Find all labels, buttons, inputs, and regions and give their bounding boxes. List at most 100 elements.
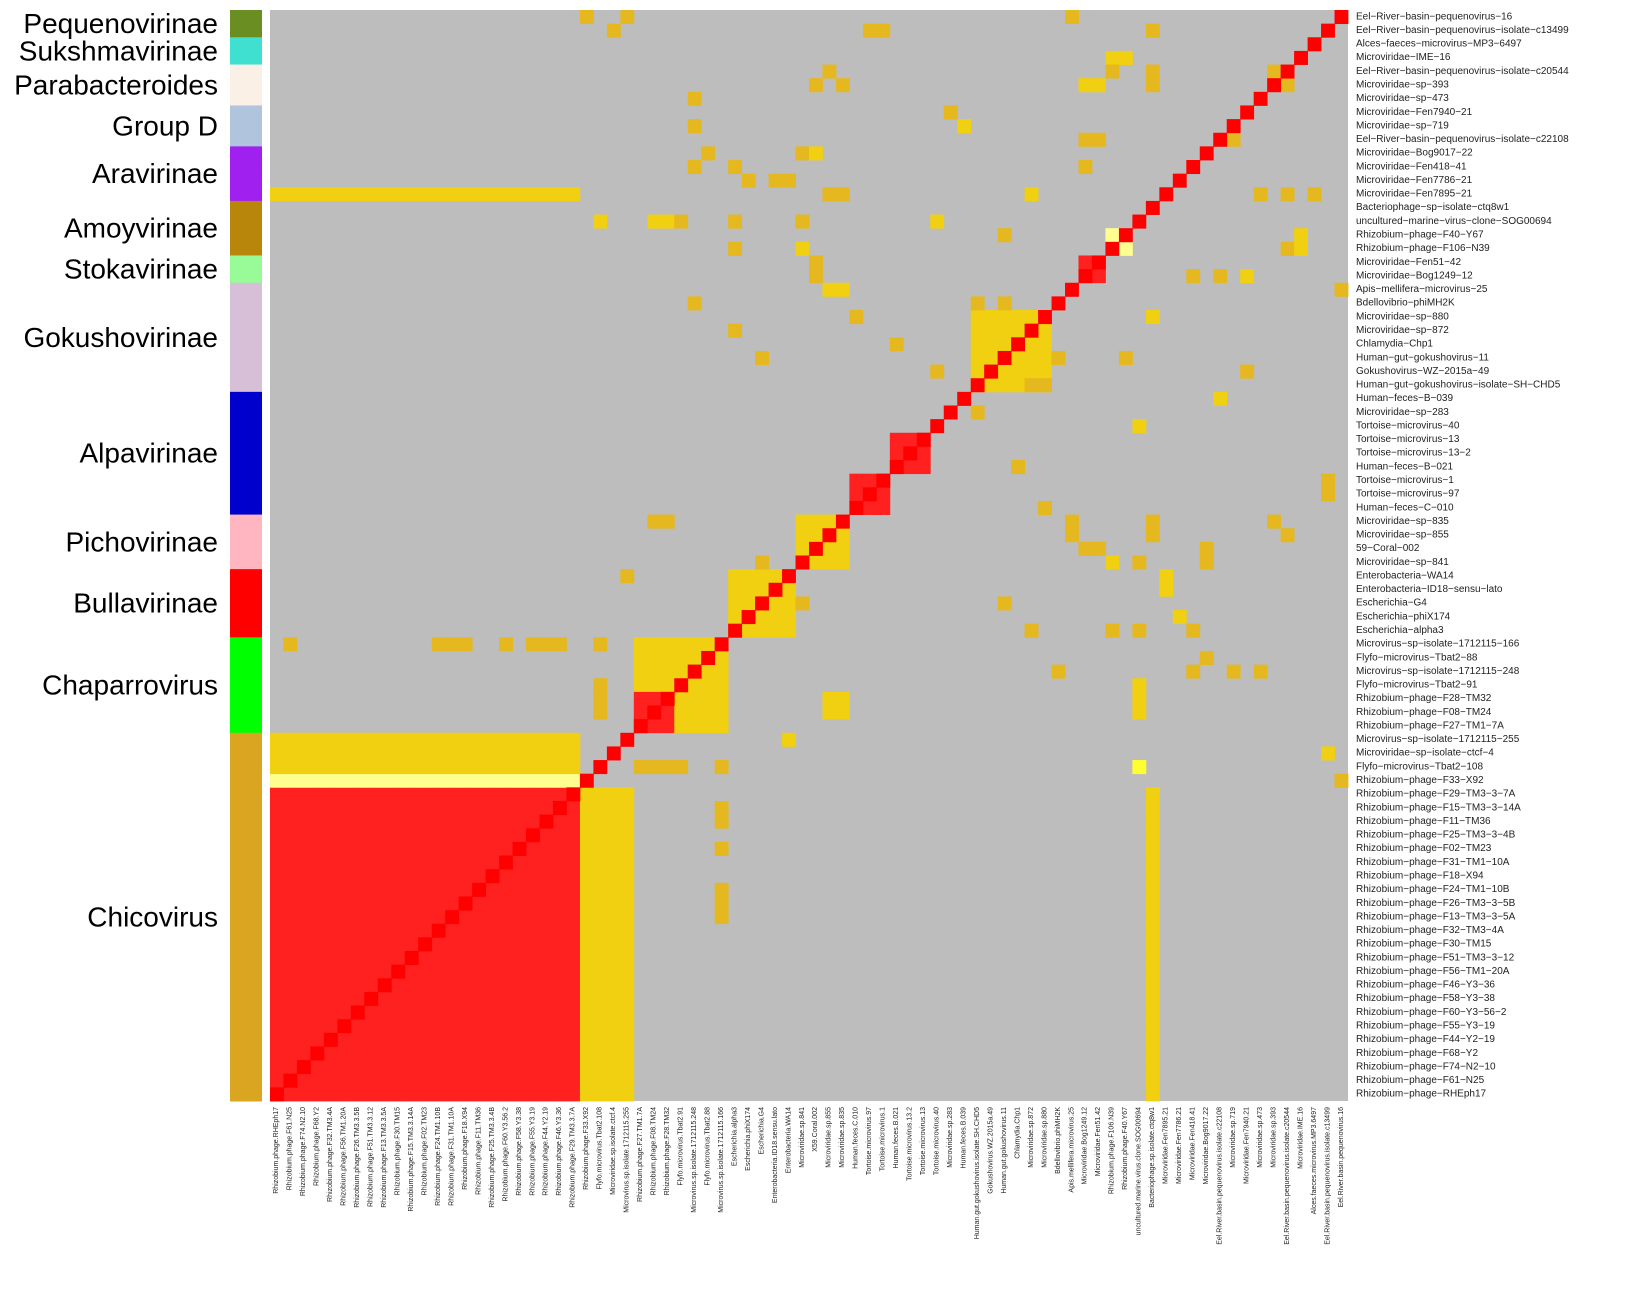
column-label: Rhizobium.phage.F60.Y3.56.2 xyxy=(502,1107,509,1202)
heatmap-cell xyxy=(458,1087,473,1102)
heatmap-cell xyxy=(485,923,500,938)
row-label: Rhizobium−phage−F74−N2−10 xyxy=(1356,1061,1496,1072)
heatmap-cell xyxy=(701,691,716,706)
heatmap-cell xyxy=(997,337,1012,352)
heatmap-cell xyxy=(660,678,675,693)
heatmap-cell xyxy=(822,555,837,570)
heatmap-cell xyxy=(526,1005,540,1020)
heatmap-cell xyxy=(323,1087,338,1102)
heatmap-cell xyxy=(283,910,298,925)
heatmap-cell xyxy=(270,773,284,788)
column-label: Rhizobium.phage.F40.Y67 xyxy=(1122,1107,1129,1190)
heatmap-cell xyxy=(418,1005,433,1020)
column-label: Chlamydia.Chp1 xyxy=(1014,1107,1021,1159)
group-label: Chicovirus xyxy=(87,901,218,932)
heatmap-cell xyxy=(323,869,338,884)
heatmap-cell xyxy=(350,923,365,938)
heatmap-cell xyxy=(350,964,365,979)
heatmap-cell xyxy=(283,1087,298,1102)
heatmap-cell xyxy=(418,828,433,843)
heatmap-cell xyxy=(485,1087,500,1102)
heatmap-cell xyxy=(472,896,486,911)
heatmap-cell xyxy=(660,691,675,706)
column-label: Escherichia.G4 xyxy=(758,1107,765,1155)
heatmap-cell xyxy=(283,1019,298,1034)
heatmap-cell xyxy=(593,910,608,925)
heatmap-cell xyxy=(270,800,284,816)
column-label: Rhizobium.phage.F33.X92 xyxy=(583,1107,590,1190)
heatmap-cell xyxy=(606,991,621,1006)
heatmap-cell xyxy=(674,719,689,734)
heatmap-cell xyxy=(377,950,392,966)
heatmap-cell xyxy=(418,746,433,761)
heatmap-cell xyxy=(296,910,311,925)
heatmap-cell xyxy=(337,760,352,775)
heatmap-cell xyxy=(1145,1005,1160,1020)
column-label: Escherichia.alpha3 xyxy=(731,1107,738,1166)
heatmap-cell xyxy=(1145,950,1160,966)
heatmap-cell xyxy=(418,1032,433,1047)
row-label: Microviridae−sp−880 xyxy=(1356,311,1449,322)
heatmap-cell xyxy=(270,882,284,897)
heatmap-cell xyxy=(431,800,446,816)
heatmap-cell xyxy=(795,146,810,161)
heatmap-cell xyxy=(1078,255,1093,270)
heatmap-cell xyxy=(593,882,608,897)
heatmap-cell xyxy=(377,800,392,816)
heatmap-cell xyxy=(458,773,473,788)
column-label: Rhizobium.phage.F31.TM1.10A xyxy=(448,1107,455,1206)
column-label: Microviridae.sp.393 xyxy=(1270,1107,1277,1168)
heatmap-cell xyxy=(606,855,621,870)
column-label: Microviridae.sp.835 xyxy=(839,1107,846,1168)
heatmap-cell xyxy=(283,937,298,952)
heatmap-cell xyxy=(526,950,540,966)
row-label: Microviridae−sp−841 xyxy=(1356,557,1449,568)
heatmap-cell xyxy=(310,841,325,856)
heatmap-cell xyxy=(714,841,729,856)
heatmap-cell xyxy=(755,610,769,625)
heatmap-cell xyxy=(270,746,284,761)
row-label: Chlamydia−Chp1 xyxy=(1356,339,1433,350)
heatmap-cell xyxy=(499,1019,513,1034)
heatmap-cell xyxy=(526,991,540,1006)
heatmap-cell xyxy=(579,882,594,897)
heatmap-cell xyxy=(1186,623,1201,638)
row-label: Rhizobium−phage−F02−TM23 xyxy=(1356,843,1492,854)
heatmap-cell xyxy=(728,323,743,338)
heatmap-cell xyxy=(472,814,486,829)
heatmap-cell xyxy=(566,1005,581,1020)
heatmap-cell xyxy=(1226,119,1241,134)
row-label: Rhizobium−phage−F28−TM32 xyxy=(1356,693,1492,704)
heatmap-cell xyxy=(512,187,527,202)
heatmap-cell xyxy=(512,1073,527,1088)
heatmap-cell xyxy=(984,378,999,393)
heatmap-cell xyxy=(593,1060,608,1075)
heatmap-cell xyxy=(809,514,823,529)
heatmap-cell xyxy=(593,814,608,829)
heatmap-cell xyxy=(1145,828,1160,843)
heatmap-cell xyxy=(283,923,298,938)
heatmap-cell xyxy=(552,787,567,802)
heatmap-cell xyxy=(1145,896,1160,911)
group-band-10 xyxy=(230,569,262,638)
heatmap-cell xyxy=(741,623,756,638)
heatmap-cell xyxy=(391,869,406,884)
heatmap-cell xyxy=(606,1073,621,1088)
heatmap-cell xyxy=(566,991,581,1006)
heatmap-cell xyxy=(472,732,486,747)
heatmap-cell xyxy=(337,732,352,747)
heatmap-cell xyxy=(485,937,500,952)
heatmap-cell xyxy=(270,760,284,775)
heatmap-cell xyxy=(270,855,284,870)
heatmap-cell xyxy=(1132,678,1147,693)
heatmap-cell xyxy=(377,1032,392,1047)
heatmap-cell xyxy=(552,991,567,1006)
heatmap-cell xyxy=(472,1060,486,1075)
heatmap-cell xyxy=(499,773,513,788)
heatmap-cell xyxy=(283,896,298,911)
heatmap-cell xyxy=(1078,132,1093,147)
heatmap-cell xyxy=(647,691,662,706)
heatmap-cell xyxy=(310,910,325,925)
row-label: Rhizobium−phage−F44−Y2−19 xyxy=(1356,1034,1495,1045)
heatmap-cell xyxy=(1038,364,1052,379)
